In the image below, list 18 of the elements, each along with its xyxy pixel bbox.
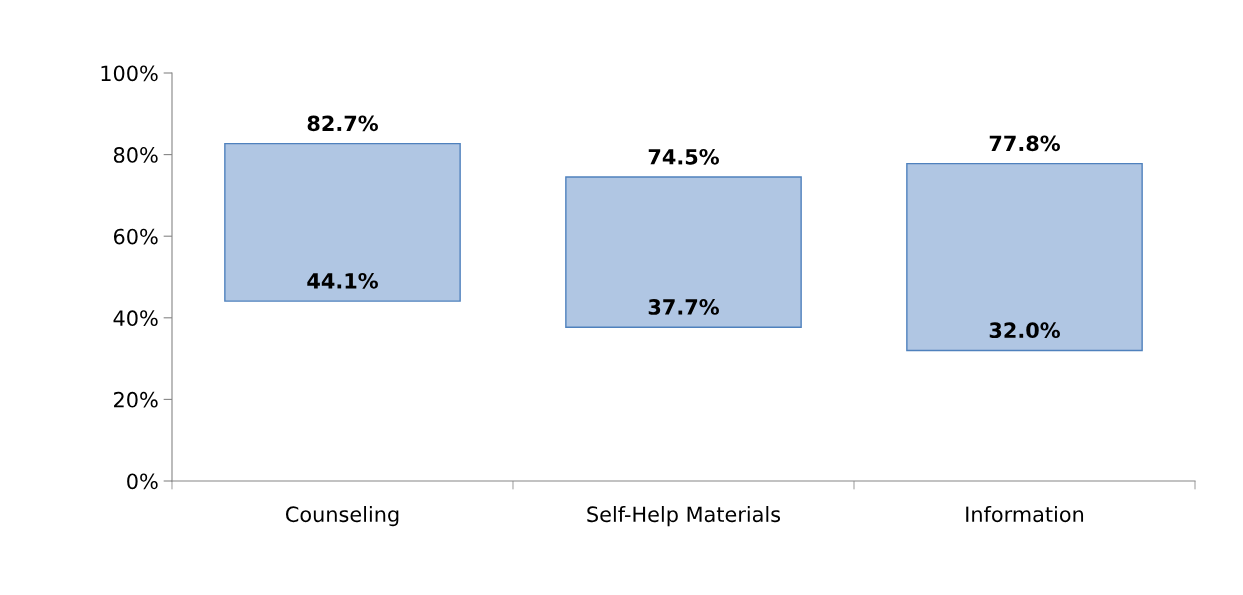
bar (224, 142, 461, 302)
y-tick-label: 100% (101, 65, 158, 82)
y-tick-label: 20% (114, 391, 158, 408)
x-tick-label: Counseling (285, 506, 399, 527)
annotation: 77.8% (989, 135, 1060, 152)
annotation: 37.7% (648, 299, 719, 315)
y-tick-label: 80% (113, 147, 158, 163)
annotation: 44.1% (307, 272, 378, 289)
bar (906, 162, 1143, 352)
y-tick-label: 0% (127, 473, 158, 490)
y-tick-label: 60% (113, 228, 158, 245)
y-tick-label: 40% (113, 310, 158, 327)
annotation: 82.7% (307, 115, 378, 132)
annotation: 74.5% (648, 148, 719, 165)
bar (565, 176, 802, 328)
x-tick-label: Self-Help Materials (587, 506, 781, 527)
annotation: 32.0% (989, 322, 1060, 339)
x-tick-label: Information (966, 506, 1084, 523)
